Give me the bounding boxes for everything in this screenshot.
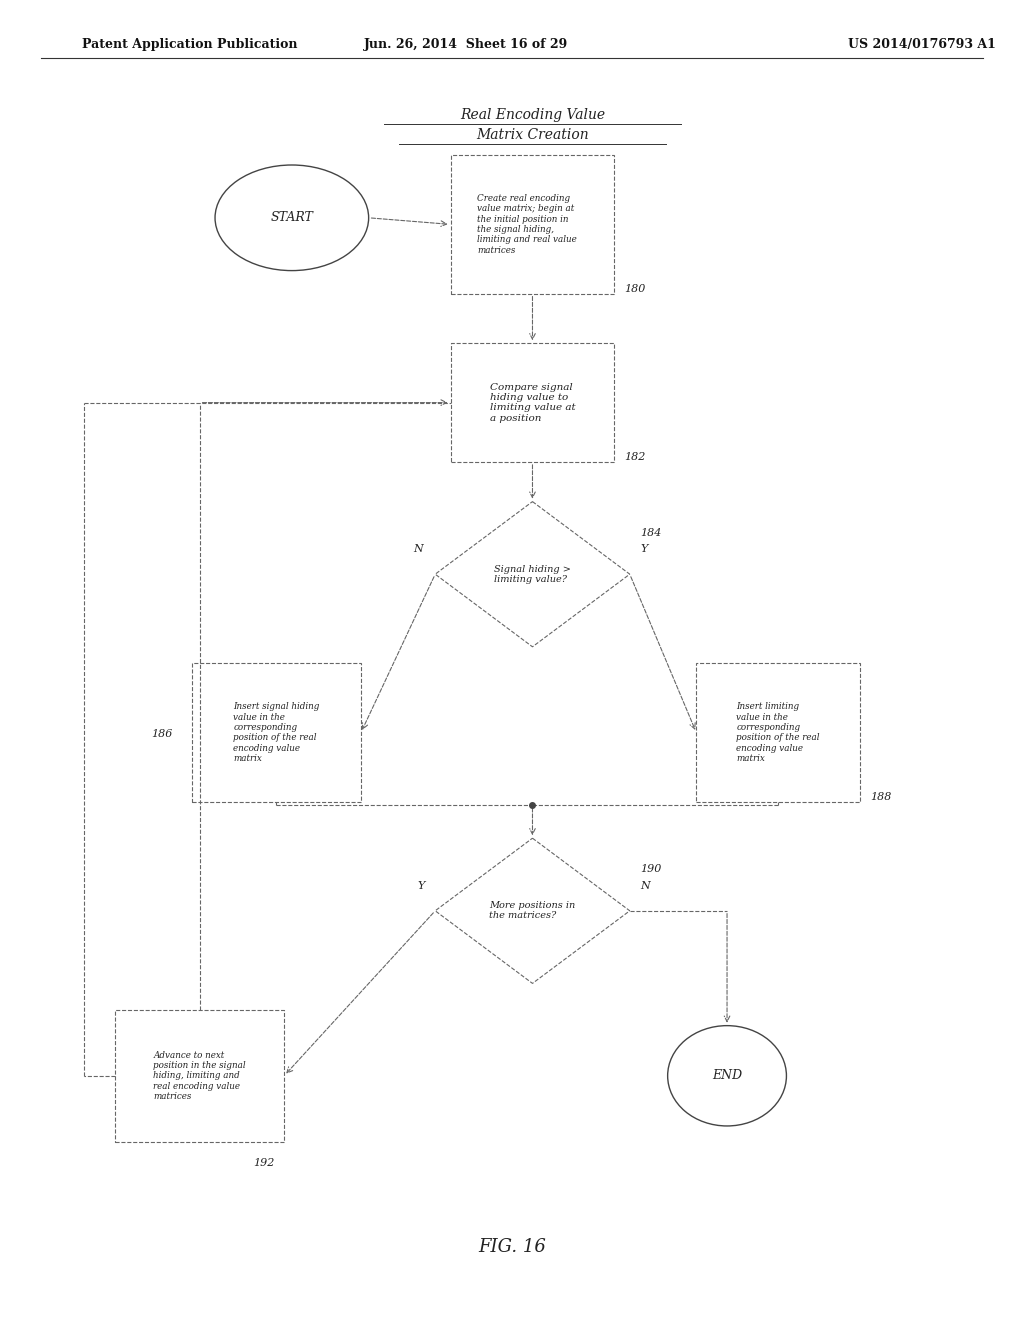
Text: Insert limiting
value in the
corresponding
position of the real
encoding value
m: Insert limiting value in the correspondi… <box>736 702 820 763</box>
Text: FIG. 16: FIG. 16 <box>478 1238 546 1257</box>
Text: Real Encoding Value: Real Encoding Value <box>460 108 605 121</box>
Text: Advance to next
position in the signal
hiding, limiting and
real encoding value
: Advance to next position in the signal h… <box>154 1051 246 1101</box>
Ellipse shape <box>668 1026 786 1126</box>
Bar <box>696 663 860 801</box>
Ellipse shape <box>215 165 369 271</box>
Text: Patent Application Publication: Patent Application Publication <box>82 38 297 51</box>
Text: N: N <box>640 880 650 891</box>
Text: Y: Y <box>418 880 425 891</box>
Text: N: N <box>413 544 423 554</box>
Text: 190: 190 <box>640 865 662 874</box>
Text: 188: 188 <box>870 792 892 801</box>
Text: END: END <box>712 1069 742 1082</box>
Text: 182: 182 <box>625 451 646 462</box>
Text: Create real encoding
value matrix; begin at
the initial position in
the signal h: Create real encoding value matrix; begin… <box>477 194 578 255</box>
Bar <box>451 343 614 462</box>
Text: Y: Y <box>640 544 647 554</box>
Text: 186: 186 <box>152 729 172 739</box>
Text: Insert signal hiding
value in the
corresponding
position of the real
encoding va: Insert signal hiding value in the corres… <box>233 702 319 763</box>
Text: 180: 180 <box>625 284 646 294</box>
Text: Matrix Creation: Matrix Creation <box>476 128 589 141</box>
Text: 184: 184 <box>640 528 662 539</box>
Bar <box>115 1010 285 1142</box>
Text: START: START <box>270 211 313 224</box>
Bar <box>451 156 614 294</box>
Polygon shape <box>435 838 630 983</box>
Polygon shape <box>435 502 630 647</box>
Text: US 2014/0176793 A1: US 2014/0176793 A1 <box>848 38 995 51</box>
Text: 192: 192 <box>253 1158 274 1168</box>
Bar <box>193 663 361 801</box>
Text: Jun. 26, 2014  Sheet 16 of 29: Jun. 26, 2014 Sheet 16 of 29 <box>364 38 568 51</box>
Text: More positions in
the matrices?: More positions in the matrices? <box>489 902 575 920</box>
Text: Compare signal
hiding value to
limiting value at
a position: Compare signal hiding value to limiting … <box>489 383 575 422</box>
Text: Signal hiding >
limiting value?: Signal hiding > limiting value? <box>494 565 571 583</box>
